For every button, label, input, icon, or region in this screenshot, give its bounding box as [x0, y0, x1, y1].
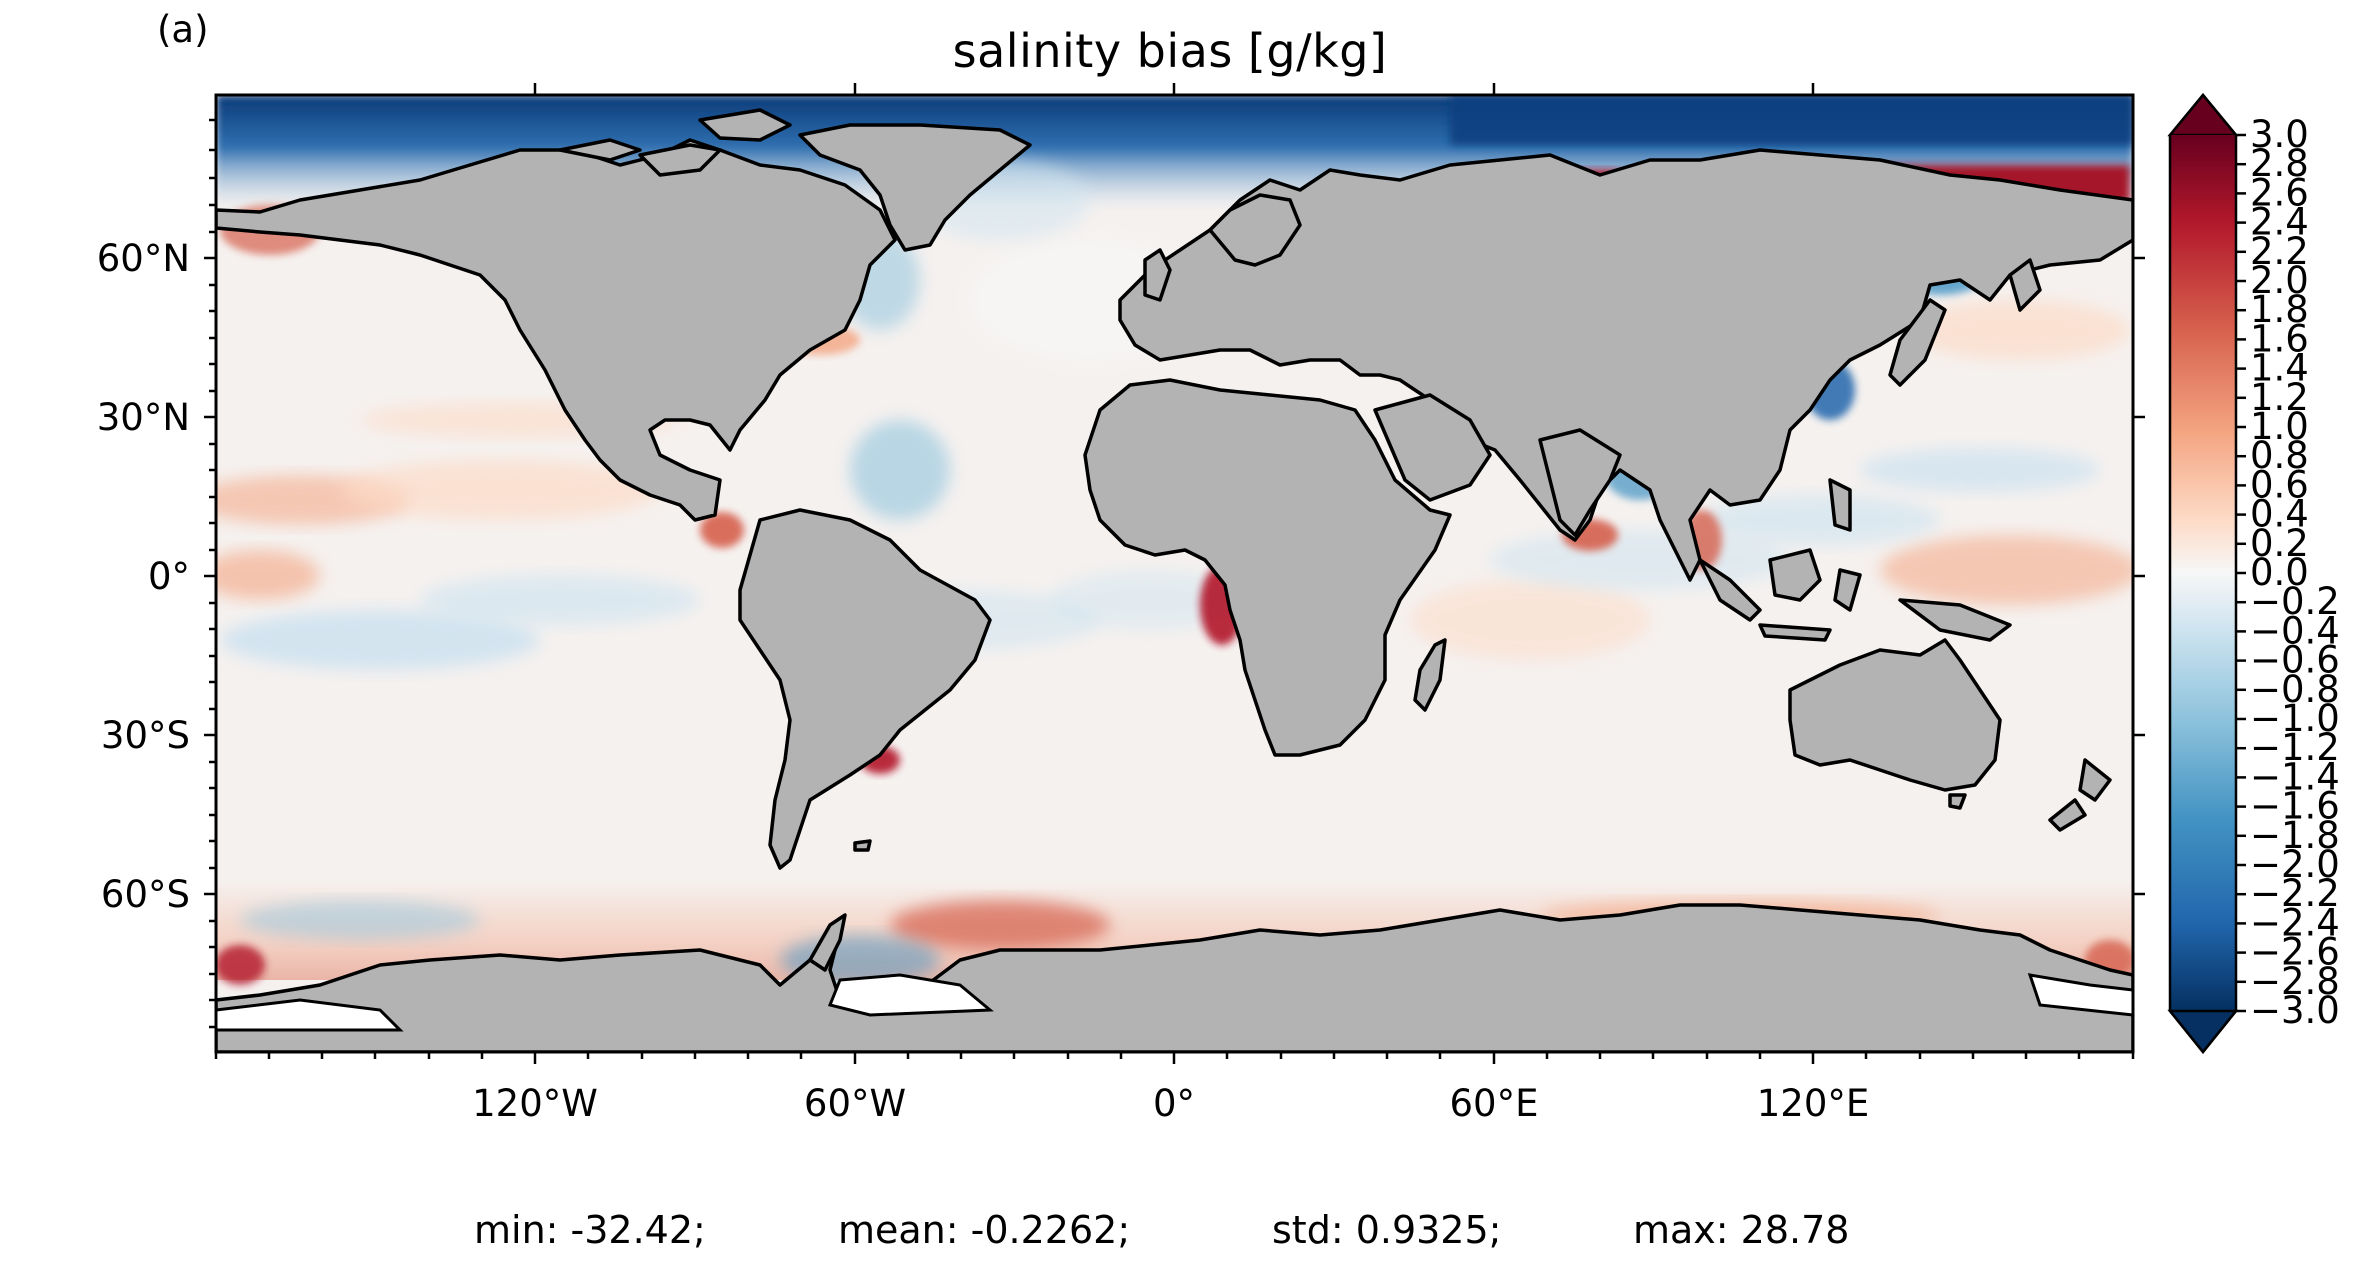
- colorbar-tick-label: 3.0: [2250, 113, 2309, 156]
- stat-max: max: 28.78: [1633, 1208, 1850, 1252]
- british-isles: [1143, 248, 1172, 302]
- arabian-peninsula: [1373, 393, 1492, 502]
- colorbar-tick-label: −3.0: [2250, 989, 2340, 1032]
- colorbar-tick-label: 0.2: [2250, 522, 2309, 565]
- japan: [1888, 298, 1947, 387]
- colorbar-tick-label: 2.0: [2250, 259, 2309, 302]
- lon-labels: 120°W 60°W 0° 60°E 120°E: [472, 1082, 1869, 1125]
- antarctica: [216, 903, 2133, 1052]
- australia: [1788, 638, 2002, 792]
- colorbar-tick-label: 1.0: [2250, 405, 2309, 448]
- lon-label: 120°E: [1757, 1082, 1870, 1125]
- colorbar-tick-label: 2.8: [2250, 142, 2309, 185]
- lon-label: 60°W: [804, 1082, 906, 1125]
- stat-min: min: -32.42;: [474, 1208, 706, 1252]
- landmasses: [216, 108, 2133, 1052]
- north-america: [216, 138, 897, 522]
- colorbar-tick-label: −2.6: [2250, 931, 2340, 974]
- lat-label: 60°N: [97, 237, 190, 280]
- greenland: [798, 123, 1032, 252]
- madagascar: [1413, 638, 1447, 712]
- colorbar-tick-label: −2.0: [2250, 843, 2340, 886]
- colorbar-extend-min: [2167, 1009, 2239, 1054]
- colorbar-tick-label: 0.8: [2250, 434, 2309, 477]
- lat-label: 30°S: [101, 714, 190, 757]
- colorbar-tick-label: −1.0: [2250, 697, 2340, 740]
- arctic-islands-2: [558, 138, 642, 162]
- ice-shelves: [216, 973, 2133, 1032]
- lon-label: 0°: [1153, 1082, 1195, 1125]
- colorbar-tick-label: 0.0: [2250, 551, 2309, 594]
- south-america: [738, 508, 992, 870]
- kamchatka: [2008, 258, 2042, 312]
- new-guinea: [1898, 598, 2012, 642]
- colorbar-tick-label: 1.8: [2250, 288, 2309, 331]
- new-zealand-south: [2048, 798, 2087, 832]
- colorbar-tick-label: −1.6: [2250, 785, 2340, 828]
- colorbar-tick-label: −0.6: [2250, 639, 2340, 682]
- indian-subcontinent: [1538, 428, 1622, 537]
- colorbar-tick-label: −1.4: [2250, 755, 2340, 798]
- colorbar-body: [2170, 135, 2236, 1011]
- philippines: [1828, 478, 1852, 532]
- colorbar-tick-label: −1.2: [2250, 726, 2340, 769]
- new-zealand-north: [2078, 758, 2112, 802]
- colorbar-tick-label: −2.4: [2250, 901, 2340, 944]
- colorbar-tick-label: −0.8: [2250, 668, 2340, 711]
- scandinavia: [1208, 193, 1302, 267]
- colorbar-extend-max: [2167, 93, 2239, 137]
- lat-ticks: [204, 118, 2145, 1029]
- lat-label: 30°N: [97, 396, 190, 439]
- colorbar-tick-label: 1.6: [2250, 317, 2309, 360]
- java: [1758, 623, 1832, 642]
- colorbar-tick-label: −0.2: [2250, 580, 2340, 623]
- tasmania: [1948, 793, 1967, 810]
- panel-label: (a): [157, 8, 209, 51]
- map-title: salinity bias [g/kg]: [952, 24, 1388, 78]
- colorbar-tick-label: 2.2: [2250, 230, 2309, 273]
- lat-labels: 60°N 30°N 0° 30°S 60°S: [97, 237, 190, 916]
- sumatra: [1698, 558, 1762, 622]
- africa: [1083, 378, 1452, 757]
- arctic-islands-3: [698, 108, 792, 142]
- eurasia: [1118, 148, 2133, 582]
- colorbar-tick-label: 2.4: [2250, 201, 2309, 244]
- stats-line: min: -32.42; mean: -0.2262; std: 0.9325;…: [0, 1208, 2362, 1258]
- falklands: [853, 839, 872, 852]
- colorbar-tick-label: 0.6: [2250, 463, 2309, 506]
- sulawesi: [1833, 568, 1862, 612]
- lon-label: 60°E: [1450, 1082, 1539, 1125]
- antarctic-peninsula: [808, 913, 847, 972]
- lon-label: 120°W: [472, 1082, 598, 1125]
- stat-std: std: 0.9325;: [1272, 1208, 1502, 1252]
- colorbar-tick-label: −1.8: [2250, 814, 2340, 857]
- lat-label: 0°: [148, 555, 190, 598]
- colorbar-tick-label: −2.8: [2250, 960, 2340, 1003]
- arctic-islands-1: [638, 143, 722, 177]
- stat-mean: mean: -0.2262;: [838, 1208, 1131, 1252]
- colorbar-tick-label: 1.4: [2250, 347, 2309, 390]
- lat-label: 60°S: [101, 873, 190, 916]
- colorbar-tick-label: 2.6: [2250, 171, 2309, 214]
- lon-ticks: [214, 83, 2135, 1064]
- colorbar-tick-label: 1.2: [2250, 376, 2309, 419]
- borneo: [1768, 548, 1822, 602]
- colorbar-tick-label: 0.4: [2250, 493, 2309, 536]
- colorbar-tick-label: −2.2: [2250, 872, 2340, 915]
- map-area: [216, 95, 2133, 1052]
- colorbar-tick-label: −0.4: [2250, 609, 2340, 652]
- colorbar: 3.02.82.62.42.22.01.81.61.41.21.00.80.60…: [2167, 93, 2340, 1054]
